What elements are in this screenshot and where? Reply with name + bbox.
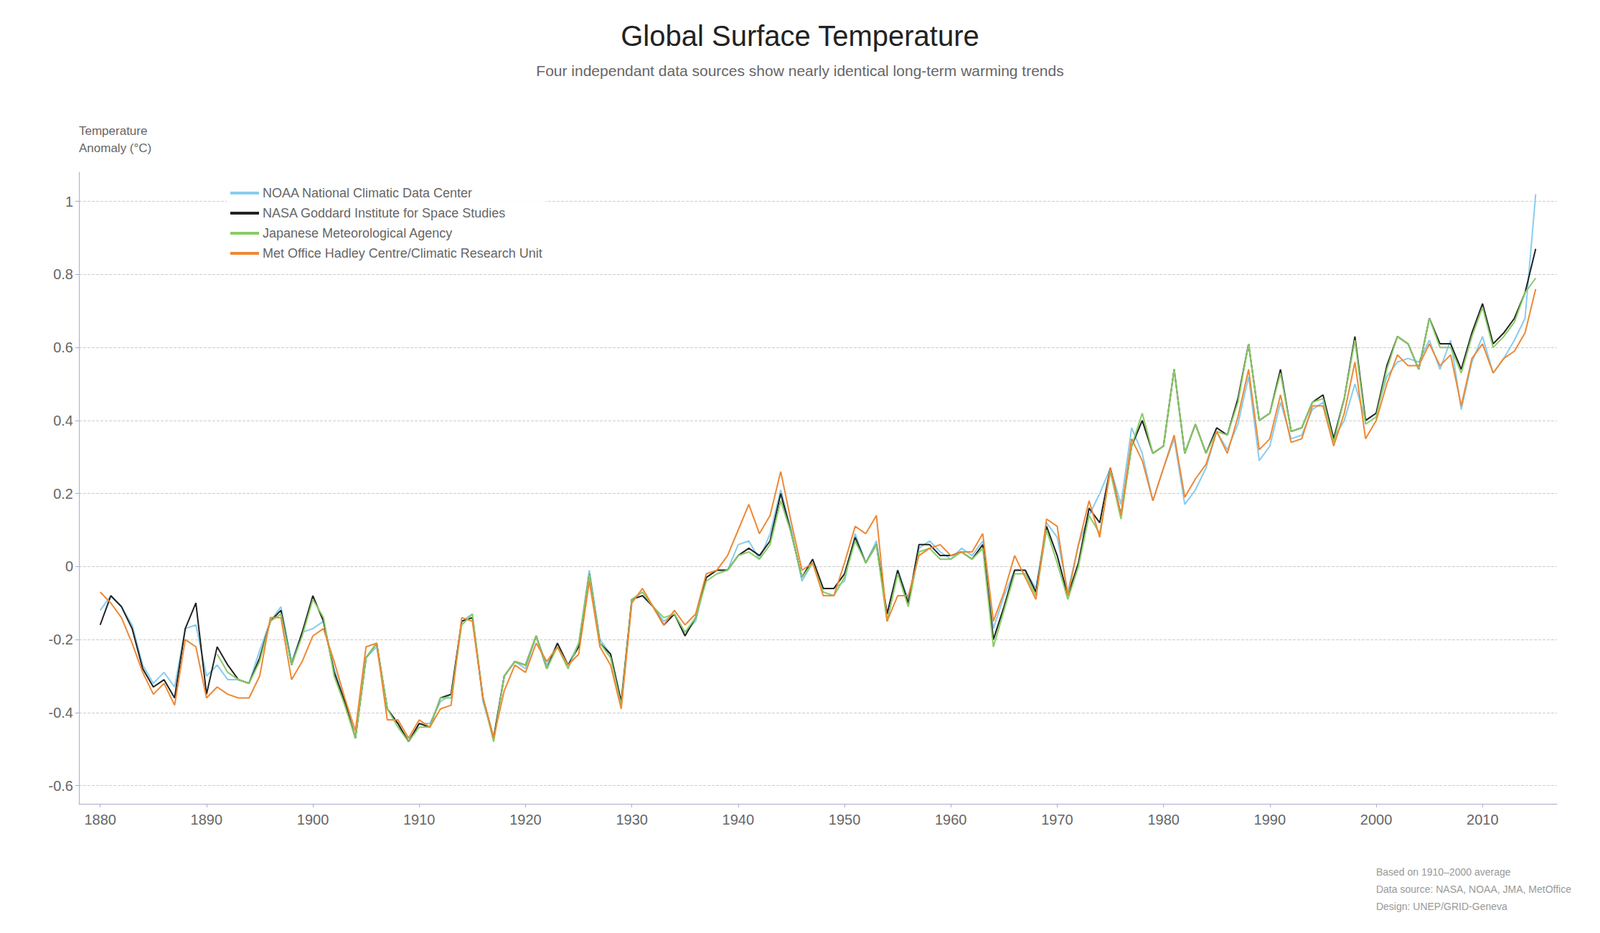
svg-text:Design: UNEP/GRID-Geneva: Design: UNEP/GRID-Geneva <box>1376 900 1508 912</box>
svg-text:-0.6: -0.6 <box>48 777 74 794</box>
svg-text:-0.4: -0.4 <box>48 704 74 721</box>
svg-text:Japanese Meteorological Agency: Japanese Meteorological Agency <box>262 226 453 241</box>
svg-text:1920: 1920 <box>509 811 542 828</box>
svg-text:1990: 1990 <box>1254 811 1287 828</box>
svg-text:Temperature: Temperature <box>78 124 148 138</box>
svg-text:1900: 1900 <box>297 811 330 828</box>
svg-text:-0.2: -0.2 <box>48 631 74 648</box>
svg-text:1930: 1930 <box>615 811 648 828</box>
svg-text:1910: 1910 <box>403 811 436 828</box>
svg-text:0.8: 0.8 <box>53 266 74 282</box>
svg-text:Global Surface Temperature: Global Surface Temperature <box>620 20 980 52</box>
svg-text:NASA Goddard Institute for Spa: NASA Goddard Institute for Space Studies <box>262 205 506 221</box>
svg-text:0.2: 0.2 <box>53 485 74 502</box>
svg-text:2010: 2010 <box>1466 811 1499 828</box>
svg-text:Met Office Hadley Centre/Clima: Met Office Hadley Centre/Climatic Resear… <box>262 246 543 261</box>
svg-text:1950: 1950 <box>828 811 861 828</box>
svg-text:NOAA National Climatic Data Ce: NOAA National Climatic Data Center <box>262 185 473 201</box>
svg-text:1970: 1970 <box>1041 811 1074 828</box>
svg-text:2000: 2000 <box>1360 811 1393 828</box>
svg-text:Anomaly (°C): Anomaly (°C) <box>78 141 152 155</box>
svg-text:1880: 1880 <box>83 811 117 828</box>
svg-text:1940: 1940 <box>722 811 755 828</box>
svg-text:Four independant data sources: Four independant data sources show nearl… <box>535 62 1064 79</box>
svg-text:1960: 1960 <box>934 811 968 828</box>
svg-text:1: 1 <box>65 193 74 210</box>
svg-text:0.4: 0.4 <box>53 412 74 429</box>
svg-text:0: 0 <box>65 558 74 574</box>
svg-text:Based on 1910–2000 average: Based on 1910–2000 average <box>1376 866 1512 878</box>
svg-text:0.6: 0.6 <box>53 339 74 356</box>
svg-text:1890: 1890 <box>190 811 224 828</box>
svg-text:1980: 1980 <box>1147 811 1180 828</box>
svg-text:Data source: NASA, NOAA, JMA,: Data source: NASA, NOAA, JMA, MetOffice <box>1376 883 1572 895</box>
